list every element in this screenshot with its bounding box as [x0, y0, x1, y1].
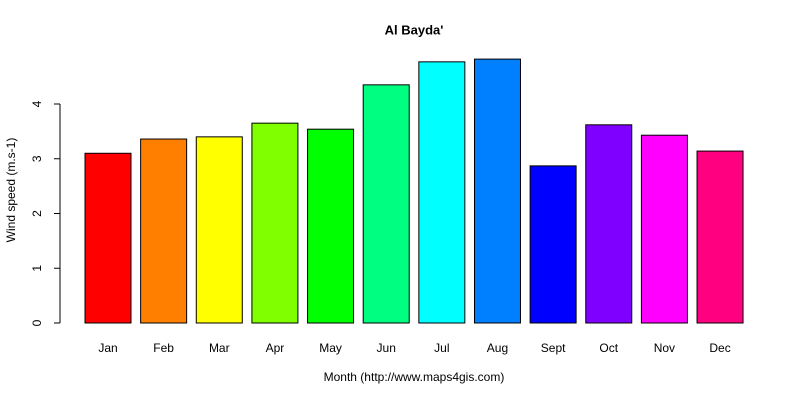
x-tick-label: Dec — [709, 341, 730, 355]
x-tick-label: Oct — [599, 341, 618, 355]
x-tick-label: May — [319, 341, 342, 355]
bar — [307, 128, 355, 324]
y-tick-label: 1 — [30, 265, 44, 272]
bar — [84, 152, 132, 324]
y-tick-label: 3 — [30, 155, 44, 162]
x-tick-label: Nov — [654, 341, 675, 355]
bar — [696, 150, 744, 324]
bar — [529, 165, 577, 324]
bar — [140, 138, 188, 324]
x-tick-label: Jun — [377, 341, 396, 355]
x-tick-label: Jan — [98, 341, 117, 355]
bar — [585, 124, 633, 324]
bar — [362, 84, 410, 324]
bar — [640, 134, 688, 324]
x-tick-label: Mar — [209, 341, 230, 355]
x-tick-label: Aug — [487, 341, 508, 355]
y-axis-label: Wind speed (m.s-1) — [4, 138, 18, 243]
chart-title: Al Bayda' — [385, 22, 444, 37]
y-tick-label: 4 — [30, 100, 44, 107]
y-tick-label: 0 — [30, 319, 44, 326]
x-tick-label: Jul — [434, 341, 449, 355]
x-tick-label: Apr — [266, 341, 285, 355]
bar — [195, 136, 243, 324]
bar — [251, 122, 299, 324]
bar — [418, 61, 466, 324]
x-tick-label: Feb — [153, 341, 174, 355]
x-axis-label: Month (http://www.maps4gis.com) — [324, 370, 505, 384]
y-tick-label: 2 — [30, 210, 44, 217]
x-tick-label: Sept — [541, 341, 566, 355]
bar — [473, 58, 521, 324]
